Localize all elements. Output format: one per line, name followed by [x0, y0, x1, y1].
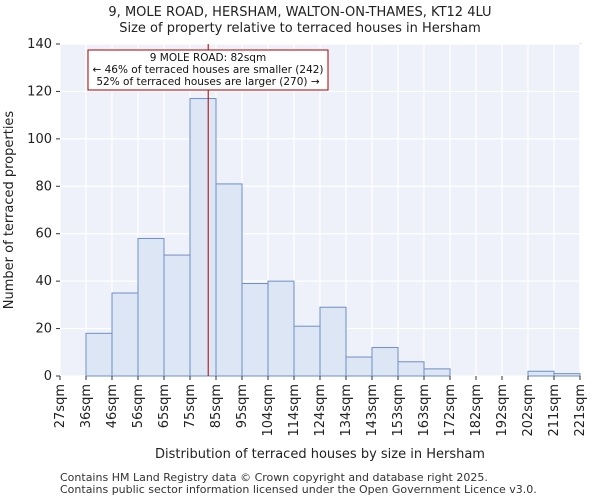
annotation-line3: 52% of terraced houses are larger (270) …	[96, 76, 319, 88]
x-tick-label: 182sqm	[469, 384, 484, 437]
x-tick-label: 202sqm	[521, 384, 536, 437]
x-tick-label: 192sqm	[495, 384, 510, 437]
x-tick-label: 221sqm	[573, 384, 588, 437]
x-tick-label: 56sqm	[131, 384, 146, 428]
bar	[267, 280, 295, 377]
y-tick-label: 40	[35, 274, 52, 289]
x-tick-label: 134sqm	[339, 384, 354, 437]
chart-title-line1: 9, MOLE ROAD, HERSHAM, WALTON-ON-THAMES,…	[108, 5, 491, 20]
bar	[423, 368, 451, 377]
bar	[371, 347, 399, 377]
bar	[111, 292, 139, 377]
x-tick-label: 163sqm	[417, 384, 432, 437]
annotation-box	[87, 49, 329, 91]
x-tick-label: 114sqm	[287, 384, 302, 437]
bar	[293, 325, 321, 377]
x-axis-ticks: 27sqm 36sqm 46sqm 56sqm 65sqm 75sqm 85sqm 95sqm…	[53, 376, 588, 437]
x-tick-label: 153sqm	[391, 384, 406, 437]
x-tick-label: 75sqm	[183, 384, 198, 428]
bar	[319, 306, 347, 377]
x-tick-label: 124sqm	[313, 384, 328, 437]
bar	[189, 98, 217, 377]
annotation-line2: ← 46% of terraced houses are smaller (24…	[92, 64, 323, 76]
y-tick-label: 0	[44, 369, 52, 384]
bars-group	[85, 98, 581, 377]
x-tick-label: 36sqm	[79, 384, 94, 428]
y-tick-label: 60	[35, 227, 52, 242]
y-tick-label: 20	[35, 322, 52, 337]
x-tick-label: 172sqm	[443, 384, 458, 437]
x-tick-label: 143sqm	[365, 384, 380, 437]
x-axis-label: Distribution of terraced houses by size …	[155, 447, 485, 462]
x-tick-label: 27sqm	[53, 384, 68, 428]
y-tick-label: 120	[27, 84, 52, 99]
x-tick-label: 95sqm	[235, 384, 250, 428]
bar	[241, 283, 269, 377]
footer-line1: Contains HM Land Registry data © Crown c…	[60, 471, 488, 484]
y-axis-ticks: 0 20 40 60 80 100 120 140	[27, 37, 60, 384]
annotation-line1: 9 MOLE ROAD: 82sqm	[150, 52, 266, 64]
y-tick-label: 100	[27, 132, 52, 147]
chart-title-line2: Size of property relative to terraced ho…	[119, 21, 481, 36]
bar	[137, 237, 165, 377]
y-axis-label: Number of terraced properties	[2, 111, 17, 310]
y-tick-label: 80	[35, 179, 52, 194]
x-tick-label: 211sqm	[547, 384, 562, 437]
x-tick-label: 65sqm	[157, 384, 172, 428]
bar	[215, 183, 243, 377]
bar	[553, 373, 581, 377]
footer-line2: Contains public sector information licen…	[60, 483, 537, 496]
y-tick-label: 140	[27, 37, 52, 52]
x-tick-label: 46sqm	[105, 384, 120, 428]
x-tick-label: 85sqm	[209, 384, 224, 428]
bar	[345, 356, 373, 377]
bar	[85, 332, 113, 377]
bar	[527, 370, 555, 377]
bar	[163, 254, 191, 377]
bar	[397, 361, 425, 377]
x-tick-label: 104sqm	[261, 384, 276, 437]
